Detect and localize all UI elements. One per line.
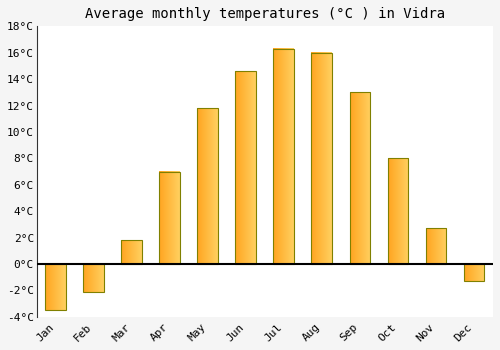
Bar <box>274 49 294 264</box>
Bar <box>388 158 408 264</box>
Bar <box>84 264 104 292</box>
Bar <box>464 264 484 281</box>
Bar <box>160 172 180 264</box>
Bar <box>46 264 66 310</box>
Bar <box>312 53 332 264</box>
Bar <box>350 92 370 264</box>
Bar <box>198 108 218 264</box>
Bar <box>426 228 446 264</box>
Bar <box>122 240 142 264</box>
Bar <box>236 71 256 264</box>
Title: Average monthly temperatures (°C ) in Vidra: Average monthly temperatures (°C ) in Vi… <box>85 7 445 21</box>
